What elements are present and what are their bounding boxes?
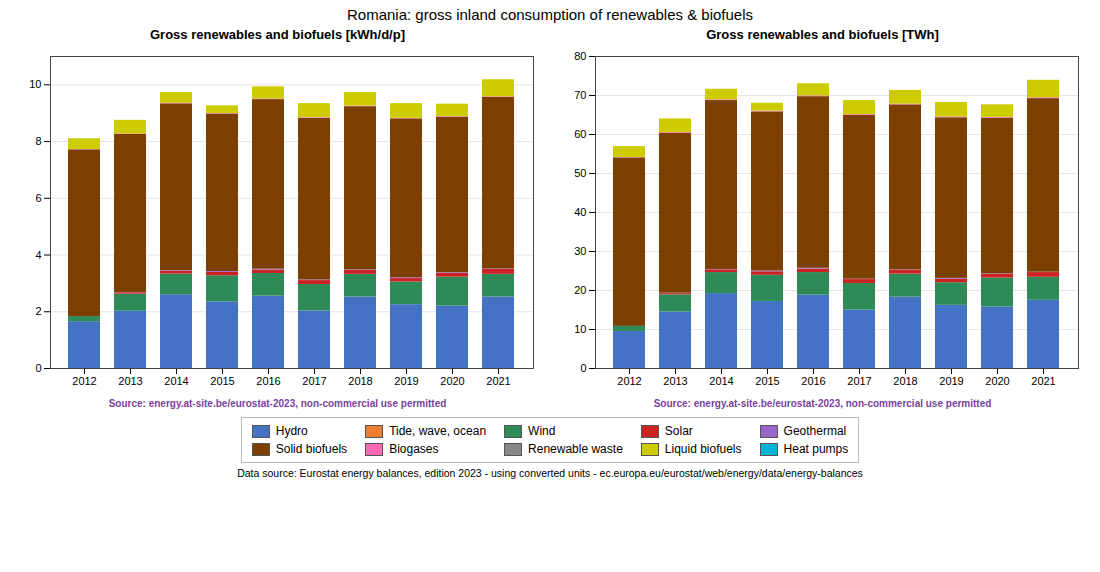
html-text:Solar: Solar	[664, 424, 693, 438]
svg-text:2018: 2018	[348, 375, 372, 387]
html-text:Gross renewables and biofuels: Gross renewables and biofuels [kWh/d/p]	[150, 27, 405, 42]
html-text:Biogases: Biogases	[389, 442, 439, 456]
svg-text:2020: 2020	[440, 375, 464, 387]
svg-text:40: 40	[574, 206, 586, 218]
html-text:Tide, wave, ocean: Tide, wave, ocean	[389, 424, 487, 438]
svg-text:2: 2	[35, 305, 41, 317]
svg-text:6: 6	[35, 192, 41, 204]
svg-text:0: 0	[580, 362, 586, 374]
svg-text:2014: 2014	[164, 375, 188, 387]
svg-text:2021: 2021	[1031, 375, 1055, 387]
svg-text:2012: 2012	[72, 375, 96, 387]
html-text:Hydro: Hydro	[275, 424, 308, 438]
svg-text:20: 20	[574, 284, 586, 296]
html-text:Heat pumps: Heat pumps	[783, 442, 849, 456]
svg-text:4: 4	[35, 249, 41, 261]
html-text:Data source: Eurostat energy b: Data source: Eurostat energy balances, e…	[237, 467, 863, 479]
svg-text:10: 10	[574, 323, 586, 335]
html-text:Source: energy.at-site.be/euro: Source: energy.at-site.be/eurostat-2023,…	[108, 398, 447, 409]
svg-text:0: 0	[35, 362, 41, 374]
svg-text:8: 8	[35, 135, 41, 147]
svg-text:10: 10	[29, 78, 41, 90]
svg-text:2012: 2012	[617, 375, 641, 387]
svg-text:2015: 2015	[210, 375, 234, 387]
svg-text:2013: 2013	[118, 375, 142, 387]
svg-text:2016: 2016	[801, 375, 825, 387]
html-text:Gross renewables and biofuels: Gross renewables and biofuels [TWh]	[706, 27, 939, 42]
html-text:Renewable waste: Renewable waste	[528, 442, 623, 456]
html-text:Source: energy.at-site.be/euro: Source: energy.at-site.be/eurostat-2023,…	[653, 398, 992, 409]
svg-text:2019: 2019	[394, 375, 418, 387]
svg-text:2017: 2017	[302, 375, 326, 387]
svg-text:30: 30	[574, 245, 586, 257]
svg-text:2017: 2017	[847, 375, 871, 387]
svg-text:50: 50	[574, 167, 586, 179]
svg-text:2019: 2019	[939, 375, 963, 387]
svg-text:2013: 2013	[663, 375, 687, 387]
svg-text:60: 60	[574, 128, 586, 140]
html-text:Wind: Wind	[528, 424, 556, 438]
svg-text:80: 80	[574, 50, 586, 62]
svg-text:2014: 2014	[709, 375, 733, 387]
html-text:Liquid biofuels: Liquid biofuels	[664, 442, 742, 456]
svg-text:2015: 2015	[755, 375, 779, 387]
html-text:Romania: gross inland consumpt: Romania: gross inland consumption of ren…	[347, 6, 753, 23]
svg-text:2021: 2021	[486, 375, 510, 387]
svg-text:2020: 2020	[985, 375, 1009, 387]
svg-text:2016: 2016	[256, 375, 280, 387]
html-text:Geothermal: Geothermal	[783, 424, 847, 438]
svg-text:2018: 2018	[893, 375, 917, 387]
svg-text:70: 70	[574, 89, 586, 101]
html-text:Solid biofuels: Solid biofuels	[275, 442, 348, 456]
